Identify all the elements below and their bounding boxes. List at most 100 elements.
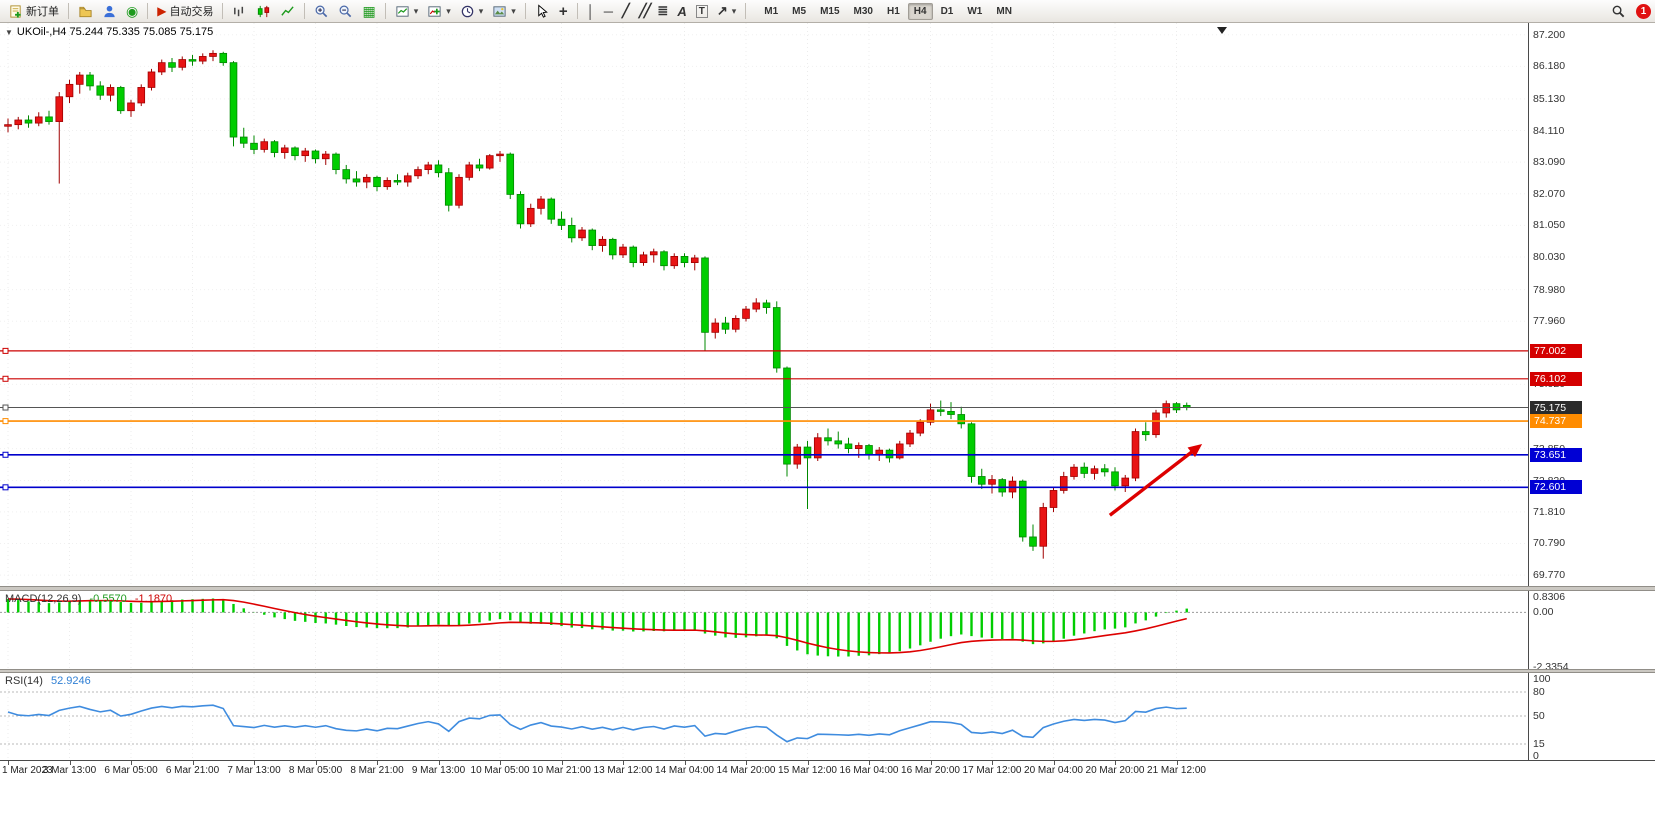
trendline-button[interactable]: ╱ bbox=[618, 1, 634, 22]
price-axis[interactable]: 87.200 86.180 85.130 84.110 83.090 82.070 81.0… bbox=[1528, 23, 1655, 586]
toolbar-right-group: 1 bbox=[1607, 1, 1651, 22]
line-chart-button[interactable] bbox=[276, 1, 299, 22]
vertical-line-button[interactable]: │ bbox=[583, 1, 599, 22]
time-axis-tick bbox=[869, 761, 870, 765]
time-axis-tick bbox=[930, 761, 932, 765]
search-button[interactable] bbox=[1607, 1, 1630, 22]
dropdown-arrow-icon: ▾ bbox=[511, 5, 516, 16]
price-badge-75.175: 75.175 bbox=[1530, 400, 1582, 415]
templates-button[interactable]: ▾ bbox=[488, 1, 520, 22]
indicators-button[interactable]: ▾ bbox=[423, 1, 455, 22]
horizontal-line-button[interactable]: ─ bbox=[600, 1, 617, 22]
price-axis-label: 80.030 bbox=[1533, 251, 1566, 264]
time-axis-label: 3 Mar 13:00 bbox=[42, 765, 97, 776]
timeframe-button-d1[interactable]: D1 bbox=[940, 5, 954, 17]
time-axis-tick bbox=[807, 761, 809, 765]
price-badge-72.601: 72.601 bbox=[1530, 480, 1582, 495]
rsi-chart[interactable] bbox=[0, 673, 1528, 760]
timeframe-button-m1[interactable]: M1 bbox=[764, 5, 779, 17]
timeframe-button-h1[interactable]: H1 bbox=[886, 5, 900, 17]
rsi-axis[interactable]: 100 80 50 15 0 bbox=[1528, 673, 1655, 760]
auto-trading-label: 自动交易 bbox=[169, 6, 214, 18]
time-axis-tick bbox=[1115, 761, 1116, 765]
price-badge-77.002: 77.002 bbox=[1530, 343, 1582, 358]
collapse-arrow-icon[interactable]: ▼ bbox=[5, 27, 13, 37]
fibonacci-button[interactable]: ≣ bbox=[653, 1, 672, 22]
rsi-panel[interactable]: RSI(14) 52.9246 bbox=[0, 673, 1528, 760]
price-axis-label: 71.810 bbox=[1533, 505, 1566, 518]
time-axis-label: 10 Mar 21:00 bbox=[532, 765, 591, 776]
time-axis-label: 13 Mar 12:00 bbox=[593, 765, 653, 776]
price-axis-label: 78.980 bbox=[1533, 283, 1566, 296]
time-axis-label: 16 Mar 20:00 bbox=[901, 765, 960, 776]
time-axis-label: 15 Mar 12:00 bbox=[778, 765, 837, 776]
separator bbox=[68, 3, 69, 19]
new-chart-icon bbox=[396, 5, 409, 17]
crosshair-icon: + bbox=[558, 2, 568, 20]
template-icon bbox=[493, 5, 506, 17]
time-axis-label: 7 Mar 13:00 bbox=[227, 765, 281, 776]
periods-button[interactable]: ▾ bbox=[456, 1, 488, 22]
timeframe-button-m5[interactable]: M5 bbox=[792, 5, 807, 17]
separator bbox=[304, 3, 306, 19]
price-badge-74.737: 74.737 bbox=[1530, 414, 1582, 429]
timeframe-button-w1[interactable]: W1 bbox=[967, 5, 983, 17]
time-axis-tick bbox=[377, 761, 378, 765]
community-button[interactable]: ◉ bbox=[122, 1, 142, 22]
zoom-out-icon bbox=[340, 5, 352, 17]
panel-splitter[interactable] bbox=[0, 669, 1655, 673]
candlestick-chart[interactable] bbox=[0, 23, 1528, 586]
label-tool-button[interactable]: T bbox=[692, 1, 712, 22]
time-axis-label: 17 Mar 12:00 bbox=[962, 765, 1022, 776]
macd-axis-label: -2.3354 bbox=[1533, 661, 1569, 669]
profiles-button[interactable] bbox=[74, 1, 97, 22]
trendline-icon: ╱ bbox=[621, 3, 630, 18]
timeframe-button-mn[interactable]: MN bbox=[996, 5, 1012, 17]
rsi-axis-label: 100 bbox=[1533, 673, 1551, 685]
macd-chart[interactable] bbox=[0, 591, 1528, 669]
cursor-button[interactable] bbox=[531, 1, 554, 22]
main-chart-panel[interactable]: ▼ UKOil-,H4 75.244 75.335 75.085 75.175 bbox=[0, 23, 1528, 586]
separator bbox=[222, 3, 224, 19]
time-axis-label: 8 Mar 21:00 bbox=[350, 765, 404, 776]
time-axis-tick bbox=[315, 761, 317, 765]
bar-chart-button[interactable] bbox=[228, 1, 251, 22]
chart-grid bbox=[0, 23, 1528, 586]
time-axis-tick bbox=[192, 761, 194, 765]
notification-badge[interactable]: 1 bbox=[1636, 3, 1651, 19]
time-axis-tick bbox=[131, 761, 132, 765]
tile-windows-button[interactable]: ▦ bbox=[358, 1, 379, 22]
macd-axis[interactable]: 0.8306 0.00 -2.3354 bbox=[1528, 591, 1655, 669]
time-axis-label: 9 Mar 13:00 bbox=[411, 765, 466, 776]
time-axis-tick bbox=[69, 761, 71, 765]
auto-trading-button[interactable]: ▶ 自动交易 bbox=[153, 1, 217, 22]
price-axis-label: 69.770 bbox=[1533, 569, 1566, 582]
new-order-label: 新订单 bbox=[26, 6, 59, 18]
timeframe-button-h4[interactable]: H4 bbox=[907, 2, 933, 20]
shapes-button[interactable]: ↗ ▾ bbox=[713, 1, 740, 22]
channel-icon: ╱╱ bbox=[638, 3, 652, 18]
time-axis-label: 14 Mar 04:00 bbox=[655, 765, 714, 776]
new-order-button[interactable]: 新订单 bbox=[4, 1, 63, 22]
dropdown-arrow-icon: ▾ bbox=[478, 5, 484, 16]
timeframe-button-m15[interactable]: M15 bbox=[820, 5, 840, 17]
candlestick-chart-button[interactable] bbox=[252, 1, 275, 22]
channel-button[interactable]: ╱╱ bbox=[635, 1, 653, 22]
dropdown-arrow-icon: ▾ bbox=[731, 5, 737, 16]
rsi-line bbox=[7, 704, 1187, 743]
panel-splitter[interactable] bbox=[0, 586, 1655, 591]
price-axis-label: 87.200 bbox=[1533, 28, 1566, 41]
clock-icon bbox=[461, 5, 474, 17]
time-axis-tick bbox=[992, 761, 993, 765]
zoom-out-button[interactable] bbox=[334, 1, 357, 22]
horizontal-line-icon: ─ bbox=[603, 3, 613, 19]
text-tool-button[interactable]: A bbox=[673, 1, 690, 22]
timeframe-button-m30[interactable]: M30 bbox=[853, 5, 873, 17]
zoom-in-button[interactable] bbox=[310, 1, 333, 22]
accounts-button[interactable] bbox=[98, 1, 121, 22]
text-tool-icon: A bbox=[677, 3, 687, 19]
new-chart-button[interactable]: ▾ bbox=[391, 1, 423, 22]
time-axis[interactable]: 1 Mar 2023 3 Mar 13:00 6 Mar 05:00 6 Mar 21… bbox=[0, 760, 1655, 781]
crosshair-button[interactable]: + bbox=[555, 1, 572, 22]
macd-panel[interactable]: MACD(12,26,9) -0.5570 -1.1870 bbox=[0, 591, 1528, 669]
